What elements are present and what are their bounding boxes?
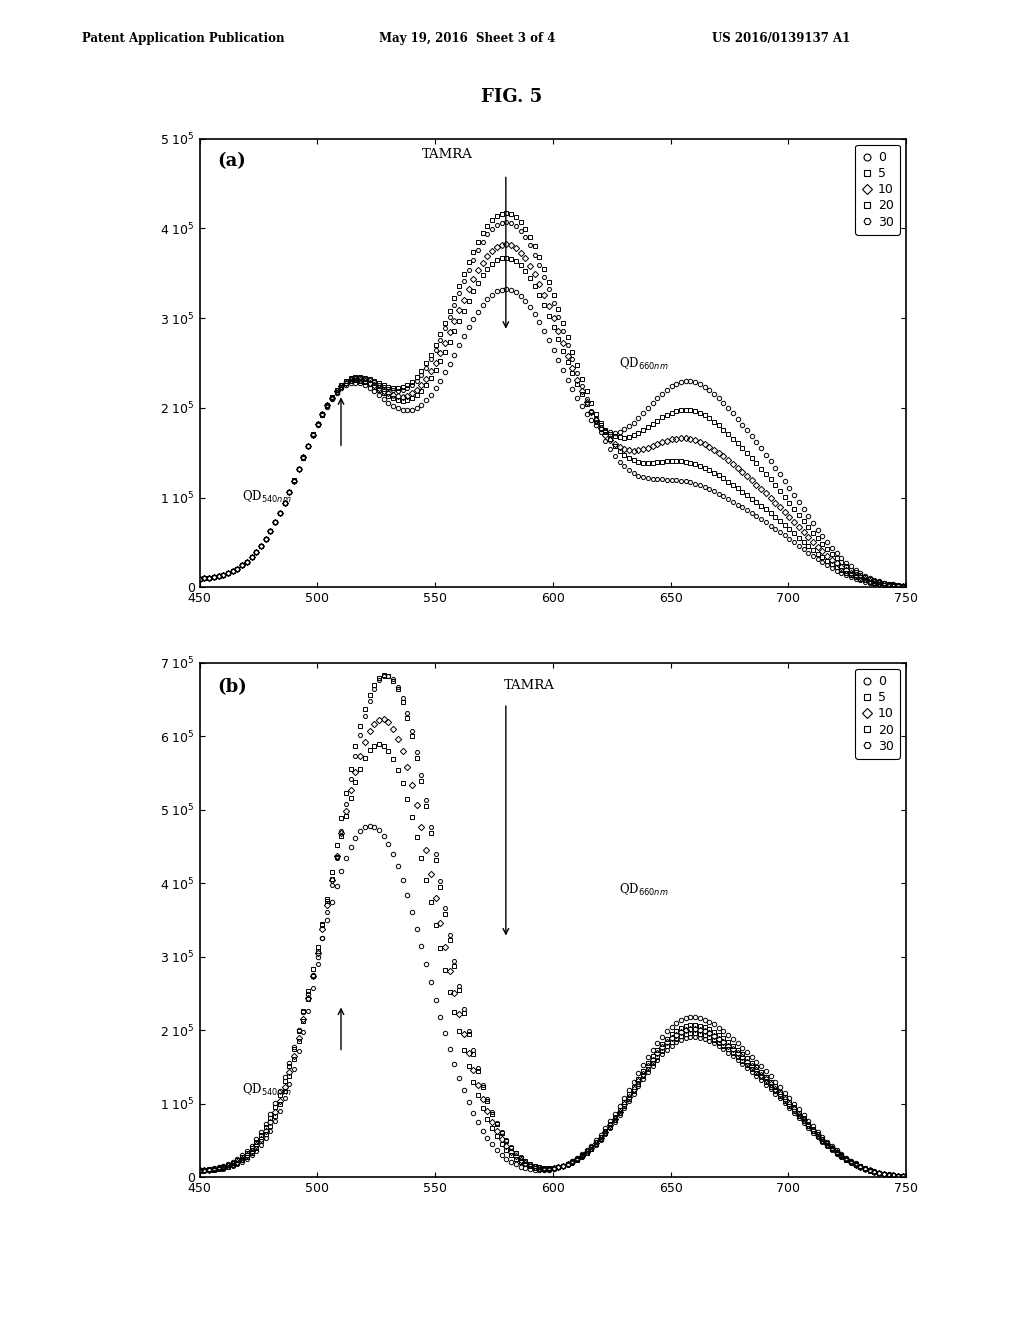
Legend: 0, 5, 10, 20, 30: 0, 5, 10, 20, 30: [855, 145, 900, 235]
Text: QD$_{660nm}$: QD$_{660nm}$: [618, 882, 669, 899]
Text: QD$_{660nm}$: QD$_{660nm}$: [618, 355, 669, 372]
Text: TAMRA: TAMRA: [504, 678, 555, 692]
Text: Patent Application Publication: Patent Application Publication: [82, 32, 285, 45]
Text: QD$_{540nm}$: QD$_{540nm}$: [242, 488, 292, 504]
Text: US 2016/0139137 A1: US 2016/0139137 A1: [712, 32, 850, 45]
Legend: 0, 5, 10, 20, 30: 0, 5, 10, 20, 30: [855, 669, 900, 759]
Text: QD$_{540nm}$: QD$_{540nm}$: [242, 1082, 292, 1098]
Text: May 19, 2016  Sheet 3 of 4: May 19, 2016 Sheet 3 of 4: [379, 32, 555, 45]
Text: TAMRA: TAMRA: [422, 148, 472, 161]
Text: (b): (b): [217, 678, 247, 696]
Text: (a): (a): [217, 152, 246, 170]
Text: FIG. 5: FIG. 5: [481, 88, 543, 107]
